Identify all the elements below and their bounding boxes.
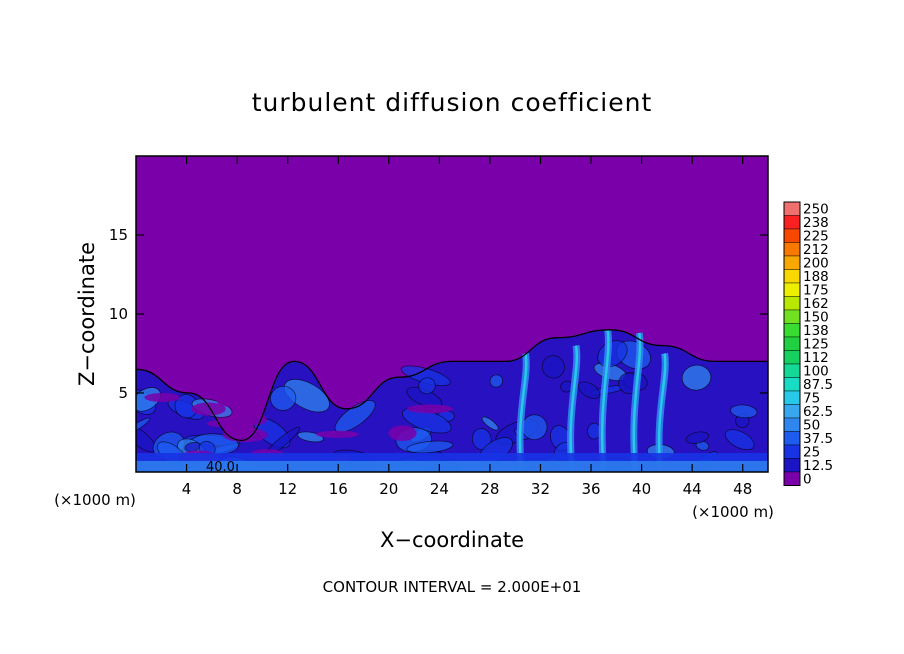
calm-pocket	[388, 425, 417, 441]
x-tick-label: 24	[430, 480, 449, 498]
y-axis-label: Z−coordinate	[75, 242, 99, 386]
colorbar-label: 75	[803, 390, 820, 406]
colorbar-swatch-10	[783, 336, 801, 351]
colorbar-swatch-11	[783, 323, 801, 338]
colorbar-label: 37.5	[803, 431, 833, 447]
turbulent-eddy	[270, 385, 297, 411]
colorbar-swatch-17	[783, 242, 801, 257]
x-tick-label: 44	[683, 480, 702, 498]
colorbar-label: 12.5	[803, 458, 833, 474]
colorbar-swatch-4	[783, 417, 801, 432]
colorbar-swatch-6	[783, 390, 801, 405]
colorbar-label: 238	[803, 215, 829, 231]
colorbar-label: 25	[803, 444, 820, 460]
turbulent-eddy	[489, 374, 504, 388]
colorbar-swatch-12	[783, 309, 801, 324]
colorbar-label: 50	[803, 417, 820, 433]
x-unit-right: (×1000 m)	[692, 503, 774, 521]
turbulent-eddy	[724, 429, 755, 451]
turbulent-eddy	[481, 416, 499, 431]
colorbar-frame	[783, 201, 801, 486]
turbulent-eddy	[685, 431, 710, 444]
surface-layer-core	[136, 460, 768, 472]
colorbar-swatch-1	[783, 458, 801, 473]
colorbar-label: 125	[803, 336, 829, 352]
colorbar-label: 200	[803, 255, 829, 271]
colorbar-label: 212	[803, 242, 829, 258]
updraft-core	[569, 345, 579, 472]
turbulent-eddy	[730, 404, 758, 419]
updraft-core	[632, 332, 642, 472]
turbulent-eddy	[418, 377, 436, 395]
x-tick-label: 36	[581, 480, 600, 498]
contour-label: 40.0	[206, 460, 235, 475]
colorbar-label: 150	[803, 309, 829, 325]
calm-pocket	[191, 402, 226, 416]
calm-pocket	[234, 393, 252, 400]
colorbar-label: 188	[803, 269, 829, 285]
y-tick-label: 15	[109, 226, 128, 244]
colorbar-swatch-18	[783, 228, 801, 243]
colorbar-label: 225	[803, 228, 829, 244]
turbulence-field	[136, 329, 768, 472]
colorbar-label: 87.5	[803, 377, 833, 393]
colorbar-swatch-13	[783, 296, 801, 311]
calm-pocket	[247, 413, 267, 426]
turbulent-eddy	[283, 378, 330, 413]
y-axis-ticks: 5 10 15	[109, 226, 768, 402]
chart-title: turbulent diffusion coefficient	[252, 88, 653, 117]
colorbar-swatch-19	[783, 215, 801, 230]
colorbar-label: 162	[803, 296, 829, 312]
calm-pocket	[144, 393, 181, 403]
x-axis-label: X−coordinate	[380, 528, 524, 552]
colorbar-swatch-8	[783, 363, 801, 378]
colorbar-swatch-0	[783, 471, 801, 486]
y-tick-label: 5	[118, 384, 128, 402]
plot-area: 40.0	[135, 155, 769, 475]
calm-pocket	[216, 392, 240, 407]
colorbar-label: 62.5	[803, 404, 833, 420]
colorbar-label: 100	[803, 363, 829, 379]
x-tick-label: 8	[232, 480, 242, 498]
contour-interval-note: CONTOUR INTERVAL = 2.000E+01	[323, 578, 582, 596]
x-tick-label: 4	[182, 480, 192, 498]
x-tick-label: 32	[531, 480, 550, 498]
x-tick-label: 48	[733, 480, 752, 498]
x-tick-label: 20	[379, 480, 398, 498]
y-tick-label: 10	[109, 305, 128, 323]
x-unit-left: (×1000 m)	[54, 491, 136, 509]
colorbar-swatch-15	[783, 269, 801, 284]
contour-line	[136, 329, 768, 442]
colorbar-swatch-16	[783, 255, 801, 270]
updraft-core	[600, 329, 610, 472]
colorbar-swatch-14	[783, 282, 801, 297]
calm-pocket	[222, 423, 242, 436]
turbulent-eddy	[577, 381, 601, 399]
colorbar-label: 250	[803, 201, 829, 217]
turbulent-eddy	[681, 364, 712, 391]
colorbar-swatch-3	[783, 431, 801, 446]
colorbar-swatch-7	[783, 377, 801, 392]
x-axis-ticks: 4 8 12 16 20 24 28 32 36 40 44 48	[182, 156, 752, 498]
colorbar: 2502382252122001881751621501381251121008…	[783, 201, 833, 487]
turbulent-eddy	[541, 355, 565, 379]
calm-pocket	[407, 404, 453, 414]
colorbar-label: 0	[803, 471, 812, 487]
colorbar-swatch-20	[783, 201, 801, 216]
x-tick-label: 12	[278, 480, 297, 498]
colorbar-swatch-2	[783, 444, 801, 459]
colorbar-label: 175	[803, 282, 829, 298]
colorbar-label: 112	[803, 350, 829, 366]
colorbar-swatch-5	[783, 404, 801, 419]
turbulent-eddy	[406, 440, 454, 454]
x-tick-label: 40	[632, 480, 651, 498]
colorbar-label: 138	[803, 323, 829, 339]
x-tick-label: 28	[480, 480, 499, 498]
x-tick-label: 16	[329, 480, 348, 498]
colorbar-swatch-9	[783, 350, 801, 365]
calm-pocket	[316, 430, 359, 438]
